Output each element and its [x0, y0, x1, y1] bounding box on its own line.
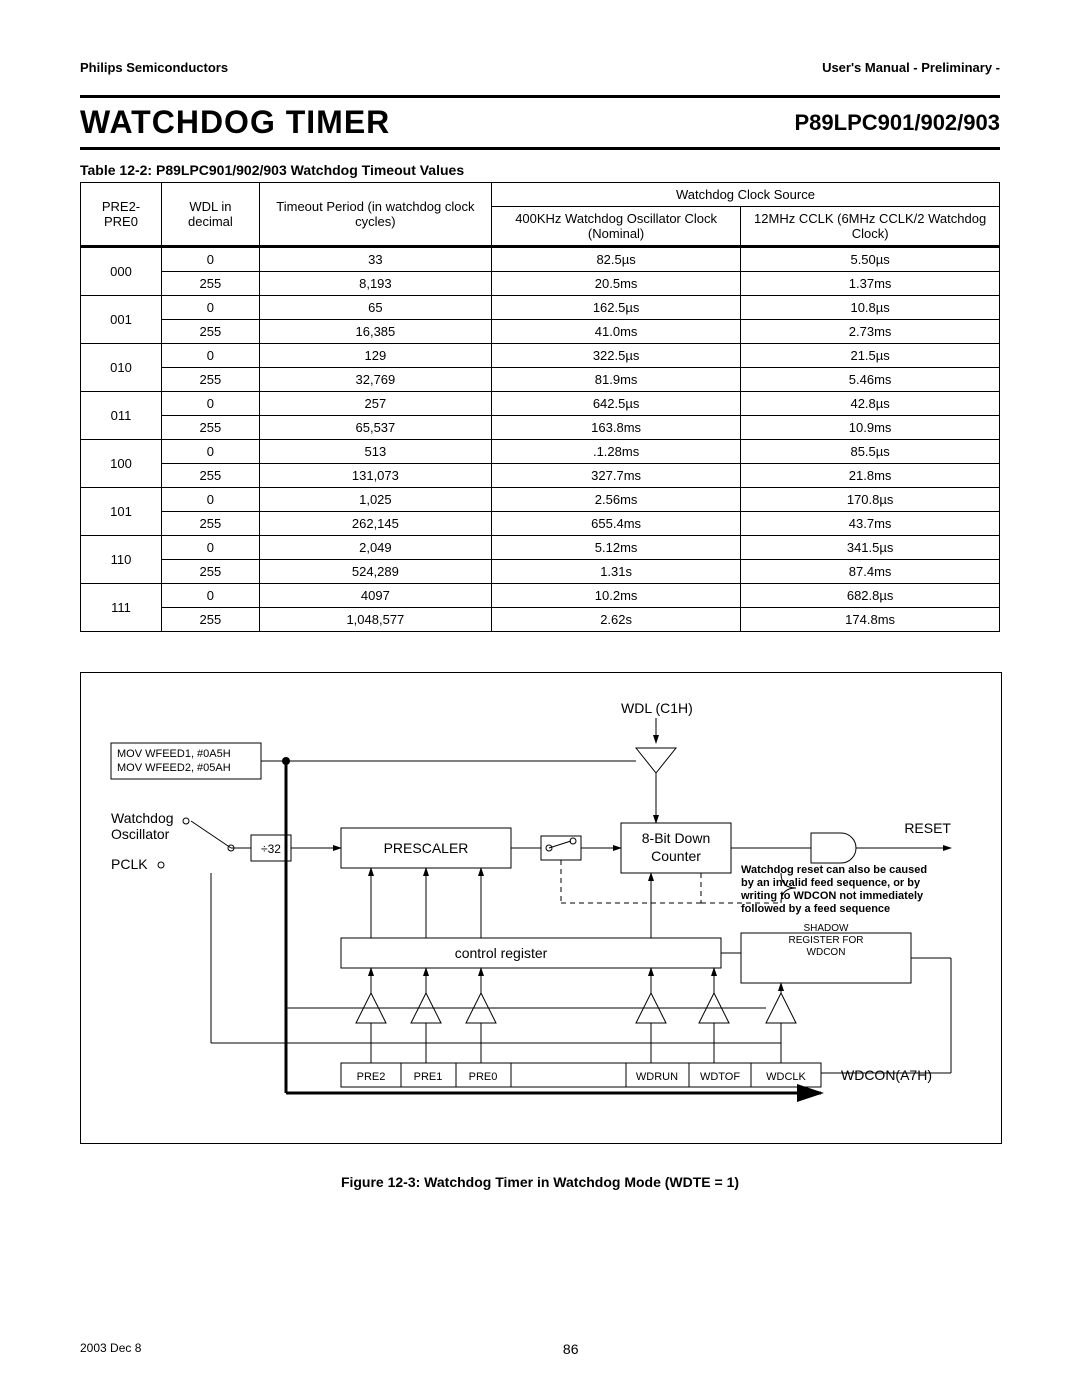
figure-caption: Figure 12-3: Watchdog Timer in Watchdog …: [80, 1174, 1000, 1190]
pre0: PRE0: [469, 1071, 498, 1083]
watchdog-label: Watchdog: [111, 810, 174, 826]
wdl-label: WDL (C1H): [621, 700, 693, 716]
shadow2: REGISTER FOR: [788, 935, 863, 946]
wdclk: WDCLK: [766, 1071, 806, 1083]
th-cclk: 12MHz CCLK (6MHz CCLK/2 Watchdog Clock): [741, 207, 1000, 247]
prescaler: PRESCALER: [384, 840, 469, 856]
diagram-frame: MOV WFEED1, #0A5H MOV WFEED2, #05AH Watc…: [80, 672, 1002, 1144]
reset-label: RESET: [904, 820, 951, 836]
mov2: MOV WFEED2, #05AH: [117, 762, 231, 774]
shadow3: WDCON: [807, 947, 846, 958]
pclk-label: PCLK: [111, 856, 148, 872]
header-left: Philips Semiconductors: [80, 60, 228, 75]
footer-page: 86: [563, 1341, 579, 1357]
note4: followed by a feed sequence: [741, 903, 890, 915]
footer: 2003 Dec 8 86: [80, 1341, 1000, 1357]
th-cyc: Timeout Period (in watchdog clock cycles…: [259, 183, 491, 247]
part-number: P89LPC901/902/903: [795, 110, 1001, 136]
shadow1: SHADOW: [804, 923, 850, 934]
counter1: 8-Bit Down: [642, 830, 710, 846]
note3: writing to WDCON not immediately: [740, 890, 924, 902]
control-register: control register: [455, 945, 548, 961]
wdtof: WDTOF: [700, 1071, 740, 1083]
footer-date: 2003 Dec 8: [80, 1341, 141, 1357]
table-caption: Table 12-2: P89LPC901/902/903 Watchdog T…: [80, 162, 1000, 178]
th-wdl: WDL in decimal: [161, 183, 259, 247]
mov1: MOV WFEED1, #0A5H: [117, 748, 231, 760]
watchdog-diagram: MOV WFEED1, #0A5H MOV WFEED2, #05AH Watc…: [81, 673, 1001, 1143]
note1: Watchdog reset can also be caused: [741, 864, 927, 876]
wdcon-label: WDCON(A7H): [841, 1067, 932, 1083]
th-pre: PRE2-PRE0: [81, 183, 162, 247]
counter2: Counter: [651, 848, 701, 864]
header-right: User's Manual - Preliminary -: [822, 60, 1000, 75]
doc-header: Philips Semiconductors User's Manual - P…: [80, 60, 1000, 75]
title-bar: WATCHDOG TIMER P89LPC901/902/903: [80, 95, 1000, 150]
th-clock-source: Watchdog Clock Source: [491, 183, 999, 207]
timeout-table: PRE2-PRE0 WDL in decimal Timeout Period …: [80, 182, 1000, 632]
th-osc: 400KHz Watchdog Oscillator Clock (Nomina…: [491, 207, 740, 247]
pre1: PRE1: [414, 1071, 443, 1083]
oscillator-label: Oscillator: [111, 826, 170, 842]
div32: ÷32: [261, 842, 281, 856]
pre2: PRE2: [357, 1071, 386, 1083]
note2: by an invalid feed sequence, or by: [741, 877, 921, 889]
wdrun: WDRUN: [636, 1071, 678, 1083]
section-title: WATCHDOG TIMER: [80, 104, 390, 141]
